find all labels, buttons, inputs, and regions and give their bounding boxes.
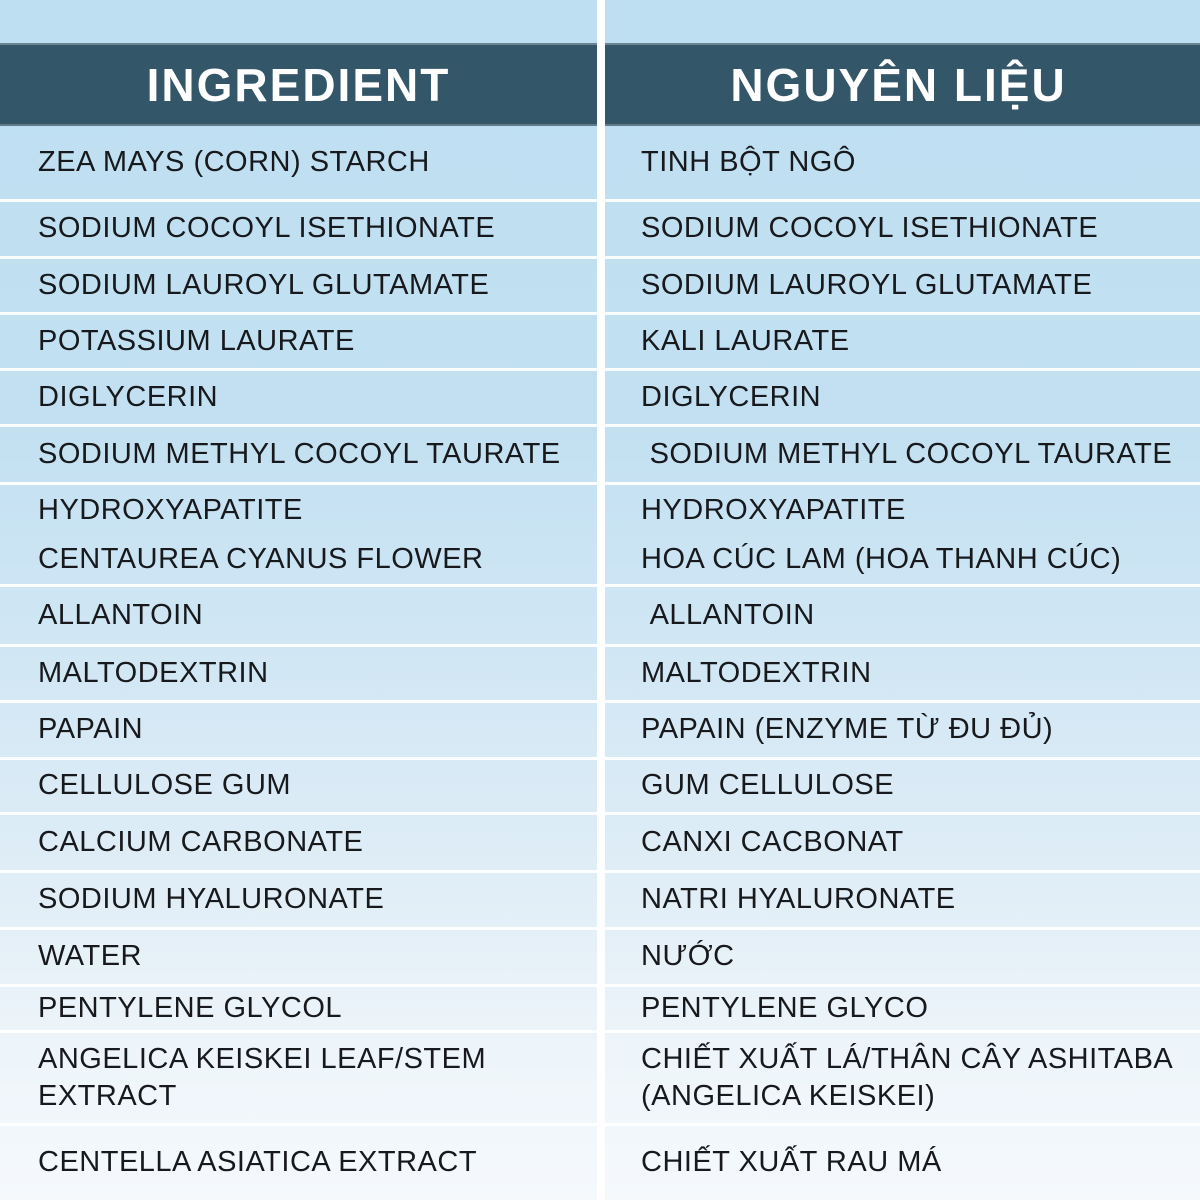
ingredient-cell-en: CELLULOSE GUM — [38, 769, 292, 802]
ingredient-cell-vi: MALTODEXTRIN — [641, 656, 872, 689]
header-ingredient-label: INGREDIENT — [146, 58, 451, 111]
ingredient-cell-vi: SODIUM LAUROYL GLUTAMATE — [641, 268, 1093, 301]
ingredient-cell-vi: KALI LAURATE — [641, 324, 850, 357]
ingredient-cell-en: CENTELLA ASIATICA EXTRACT — [38, 1146, 478, 1179]
ingredient-cell-en: ALLANTOIN — [38, 598, 204, 631]
ingredient-cell-vi: SODIUM METHYL COCOYL TAURATE — [641, 437, 1173, 470]
ingredient-cell-en: SODIUM COCOYL ISETHIONATE — [38, 212, 496, 245]
column-divider — [597, 0, 605, 1200]
ingredient-cell-en: WATER — [38, 940, 142, 973]
ingredient-cell-en: SODIUM METHYL COCOYL TAURATE — [38, 437, 561, 470]
header-ingredient: INGREDIENT — [0, 45, 597, 124]
table-row: POTASSIUM LAURATE KALI LAURATE — [0, 315, 1200, 371]
table-row: CENTAUREA CYANUS FLOWER HOA CÚC LAM (HOA… — [0, 536, 1200, 587]
ingredient-cell-en: CALCIUM CARBONATE — [38, 825, 364, 858]
ingredient-cell-vi: DIGLYCERIN — [641, 380, 822, 413]
ingredient-cell-en: PENTYLENE GLYCOL — [38, 991, 343, 1024]
ingredient-cell-en: CENTAUREA CYANUS FLOWER — [38, 543, 484, 576]
ingredient-cell-vi: HOA CÚC LAM (HOA THANH CÚC) — [641, 543, 1122, 576]
ingredient-cell-en: MALTODEXTRIN — [38, 656, 269, 689]
ingredient-cell-en: DIGLYCERIN — [38, 380, 219, 413]
ingredient-cell-vi: CHIẾT XUẤT RAU MÁ — [641, 1146, 942, 1179]
ingredient-cell-vi: GUM CELLULOSE — [641, 769, 895, 802]
table-row: ANGELICA KEISKEI LEAF/STEM EXTRACT CHIẾT… — [0, 1033, 1200, 1126]
ingredient-cell-en: ANGELICA KEISKEI LEAF/STEM EXTRACT — [38, 1042, 487, 1112]
ingredient-cell-en: PAPAIN — [38, 713, 144, 746]
ingredient-cell-vi: CHIẾT XUẤT LÁ/THÂN CÂY ASHITABA (ANGELIC… — [641, 1042, 1174, 1112]
ingredient-cell-vi: PAPAIN (ENZYME TỪ ĐU ĐỦ) — [641, 713, 1054, 746]
ingredient-cell-en: SODIUM LAUROYL GLUTAMATE — [38, 268, 490, 301]
header-nguyen-lieu-label: NGUYÊN LIỆU — [730, 58, 1067, 111]
ingredient-cell-vi: NATRI HYALURONATE — [641, 883, 956, 916]
ingredient-cell-en: HYDROXYAPATITE — [38, 493, 303, 526]
table-row: CENTELLA ASIATICA EXTRACT CHIẾT XUẤT RAU… — [0, 1126, 1200, 1200]
ingredient-cell-vi: ALLANTOIN — [641, 598, 815, 631]
header-nguyen-lieu: NGUYÊN LIỆU — [597, 45, 1200, 124]
ingredient-cell-vi: PENTYLENE GLYCO — [641, 991, 929, 1024]
ingredient-cell-en: POTASSIUM LAURATE — [38, 324, 355, 357]
table-row: HYDROXYAPATITE HYDROXYAPATITE — [0, 485, 1200, 536]
ingredient-cell-en: ZEA MAYS (CORN) STARCH — [38, 145, 430, 178]
ingredient-cell-vi: HYDROXYAPATITE — [641, 493, 906, 526]
ingredient-cell-vi: CANXI CACBONAT — [641, 825, 904, 858]
ingredient-cell-en: SODIUM HYALURONATE — [38, 883, 385, 916]
ingredient-cell-vi: NƯỚC — [641, 940, 735, 973]
ingredient-cell-vi: SODIUM COCOYL ISETHIONATE — [641, 212, 1099, 245]
ingredient-cell-vi: TINH BỘT NGÔ — [641, 145, 856, 178]
